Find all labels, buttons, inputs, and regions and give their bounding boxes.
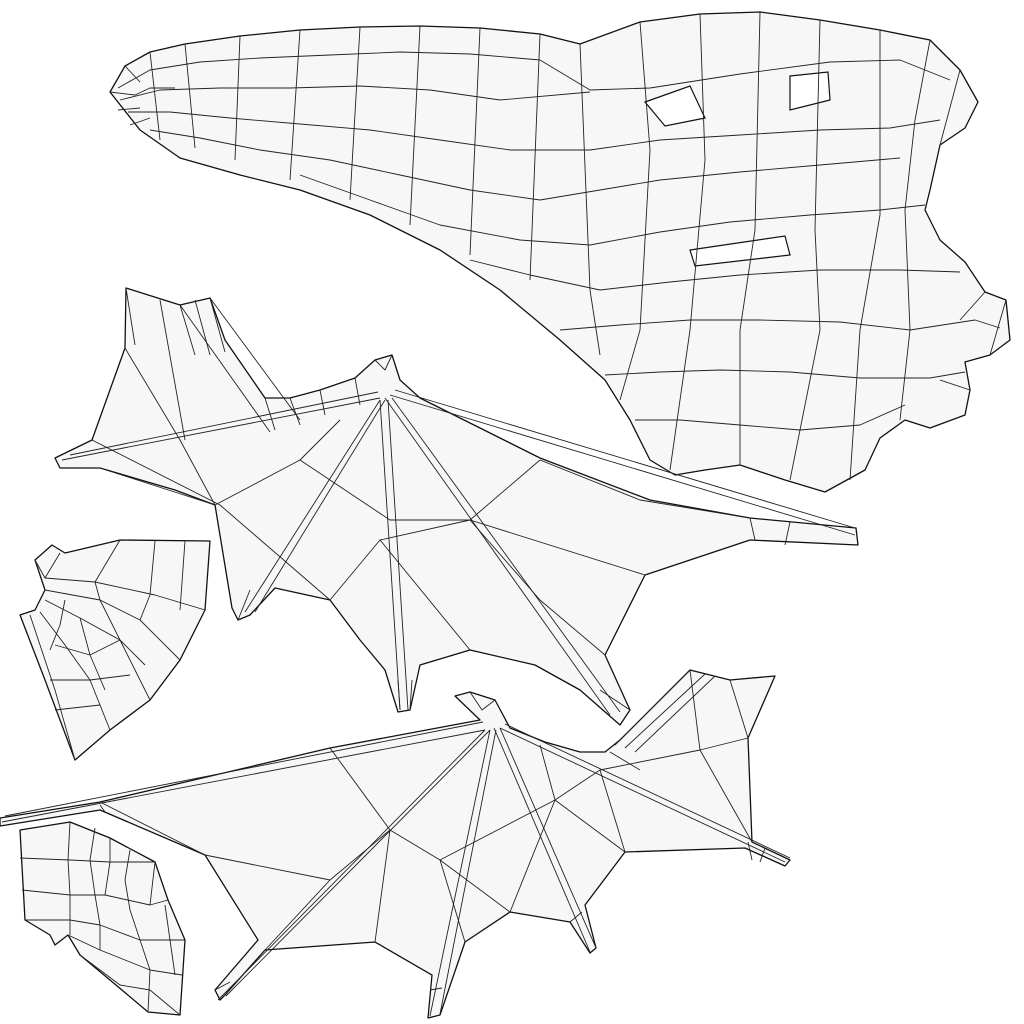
lower-fan-uv-island[interactable] — [19, 821, 186, 1016]
wing-tip — [237, 517, 791, 711]
head-loop — [469, 259, 961, 291]
wing-claw — [469, 669, 716, 753]
wing-bone — [61, 389, 856, 716]
head-loop — [299, 174, 926, 246]
head-eye-hole — [643, 85, 706, 127]
wing-claw — [125, 287, 393, 371]
head-loop — [559, 319, 1001, 331]
upper-wing-uv-island[interactable] — [54, 287, 859, 726]
lower-fan-outline — [19, 821, 186, 1016]
head-loop — [149, 129, 901, 201]
head-uv-island[interactable] — [109, 11, 1011, 493]
head-loop — [119, 85, 591, 101]
lower-wing-uv-island[interactable] — [0, 669, 791, 1019]
fan-edge — [19, 821, 185, 1016]
head-loop — [635, 404, 906, 431]
head-snout-fan — [109, 65, 175, 126]
head-loop — [604, 369, 966, 379]
wing-panel — [91, 297, 751, 656]
wing-bone — [1, 721, 791, 1017]
lower-wing-outline — [0, 669, 791, 1019]
fan-edge — [29, 539, 206, 761]
upper-fan-uv-island[interactable] — [19, 539, 211, 761]
head-eye-hole-2 — [789, 71, 831, 111]
head-edge — [149, 11, 1007, 481]
wing-panel — [99, 669, 753, 951]
head-loop — [128, 111, 941, 151]
wing-tip — [99, 804, 766, 991]
head-loop — [117, 51, 951, 91]
